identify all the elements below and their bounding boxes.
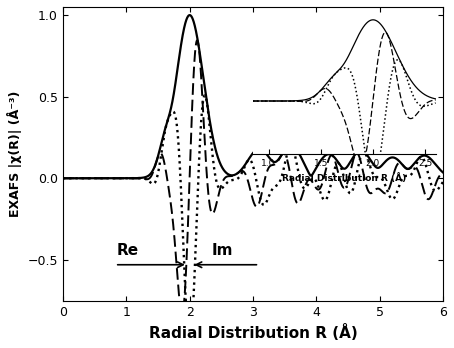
X-axis label: Radial Distribution R (Å): Radial Distribution R (Å) [148,324,357,341]
Text: Im: Im [212,243,233,258]
Y-axis label: EXAFS |χ(R)| (Å⁻³): EXAFS |χ(R)| (Å⁻³) [7,90,22,217]
Text: Re: Re [117,243,139,258]
